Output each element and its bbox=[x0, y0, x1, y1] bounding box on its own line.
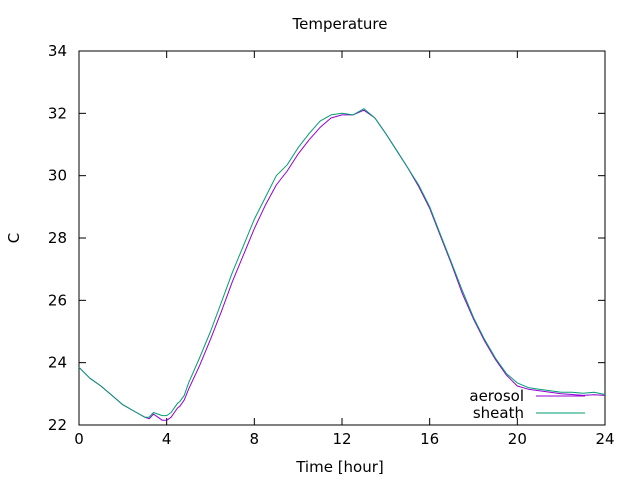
y-tick-label: 34 bbox=[48, 42, 67, 60]
series-line-sheath bbox=[78, 108, 606, 418]
axis-ticks: 0 4 8 12 16 20 24 22 24 26 28 30 32 34 bbox=[48, 42, 615, 448]
x-tick-label: 4 bbox=[162, 430, 172, 448]
y-axis-label: C bbox=[5, 233, 23, 243]
plot-frame bbox=[78, 50, 606, 426]
y-tick-label: 28 bbox=[48, 229, 67, 247]
x-axis-label: Time [hour] bbox=[295, 458, 384, 476]
x-tick-label: 0 bbox=[74, 430, 84, 448]
x-tick-label: 8 bbox=[250, 430, 260, 448]
series-lines bbox=[78, 108, 606, 421]
chart-title: Temperature bbox=[291, 15, 387, 33]
y-tick-label: 22 bbox=[48, 416, 67, 434]
y-tick-label: 32 bbox=[48, 104, 67, 122]
series-line-aerosol bbox=[78, 109, 606, 421]
x-tick-label: 16 bbox=[420, 430, 439, 448]
x-tick-label: 20 bbox=[508, 430, 527, 448]
y-tick-label: 24 bbox=[48, 354, 67, 372]
y-tick-label: 30 bbox=[48, 167, 67, 185]
y-tick-label: 26 bbox=[48, 291, 67, 309]
x-tick-label: 12 bbox=[332, 430, 351, 448]
legend-label-sheath: sheath bbox=[473, 404, 524, 422]
legend-label-aerosol: aerosol bbox=[469, 387, 524, 405]
x-tick-label: 24 bbox=[595, 430, 614, 448]
